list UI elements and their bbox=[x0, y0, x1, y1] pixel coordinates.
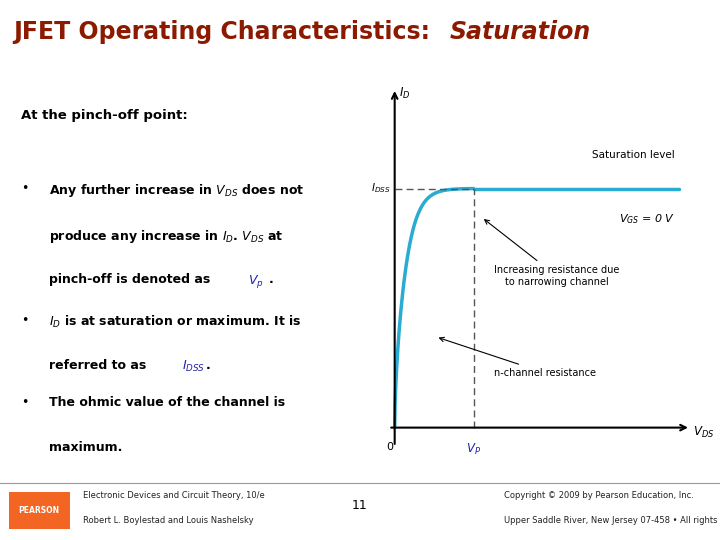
Text: pinch-off is denoted as: pinch-off is denoted as bbox=[49, 273, 215, 286]
Text: .: . bbox=[269, 273, 273, 286]
Text: $I_{DSS}$: $I_{DSS}$ bbox=[371, 181, 391, 195]
Text: $V_{DS}$: $V_{DS}$ bbox=[693, 425, 714, 440]
Text: $V_P$: $V_P$ bbox=[466, 442, 481, 457]
Text: Upper Saddle River, New Jersey 07-458 • All rights reserved.: Upper Saddle River, New Jersey 07-458 • … bbox=[504, 516, 720, 525]
Text: produce any increase in $I_D$. $V_{DS}$ at: produce any increase in $I_D$. $V_{DS}$ … bbox=[49, 227, 284, 245]
Text: $I_D$ is at saturation or maximum. It is: $I_D$ is at saturation or maximum. It is bbox=[49, 314, 302, 330]
Text: Robert L. Boylestad and Louis Nashelsky: Robert L. Boylestad and Louis Nashelsky bbox=[83, 516, 253, 525]
Text: n-channel resistance: n-channel resistance bbox=[440, 338, 595, 378]
Text: $I_{DSS}$: $I_{DSS}$ bbox=[182, 359, 205, 374]
Text: referred to as: referred to as bbox=[49, 359, 150, 372]
Text: The ohmic value of the channel is: The ohmic value of the channel is bbox=[49, 396, 285, 409]
Text: PEARSON: PEARSON bbox=[18, 505, 60, 515]
Text: 0: 0 bbox=[387, 442, 393, 452]
Text: •: • bbox=[22, 183, 29, 195]
Text: $V_p$: $V_p$ bbox=[248, 273, 264, 289]
Text: Electronic Devices and Circuit Theory, 10/e: Electronic Devices and Circuit Theory, 1… bbox=[83, 491, 264, 500]
Text: $V_{GS}$ = 0 V: $V_{GS}$ = 0 V bbox=[619, 212, 675, 226]
Text: $I_D$: $I_D$ bbox=[399, 86, 410, 101]
Text: At the pinch-off point:: At the pinch-off point: bbox=[22, 109, 188, 122]
Text: JFET Operating Characteristics:: JFET Operating Characteristics: bbox=[13, 21, 438, 44]
Text: 11: 11 bbox=[352, 500, 368, 512]
Text: Saturation level: Saturation level bbox=[593, 150, 675, 160]
Text: •: • bbox=[22, 314, 29, 327]
Text: Increasing resistance due
to narrowing channel: Increasing resistance due to narrowing c… bbox=[485, 220, 619, 287]
FancyBboxPatch shape bbox=[9, 491, 70, 529]
Text: Copyright © 2009 by Pearson Education, Inc.: Copyright © 2009 by Pearson Education, I… bbox=[504, 491, 694, 500]
Text: Any further increase in $V_{DS}$ does not: Any further increase in $V_{DS}$ does no… bbox=[49, 183, 305, 199]
Text: .: . bbox=[206, 359, 211, 372]
Text: •: • bbox=[22, 396, 29, 409]
Text: maximum.: maximum. bbox=[49, 441, 122, 454]
Text: Saturation: Saturation bbox=[450, 21, 591, 44]
